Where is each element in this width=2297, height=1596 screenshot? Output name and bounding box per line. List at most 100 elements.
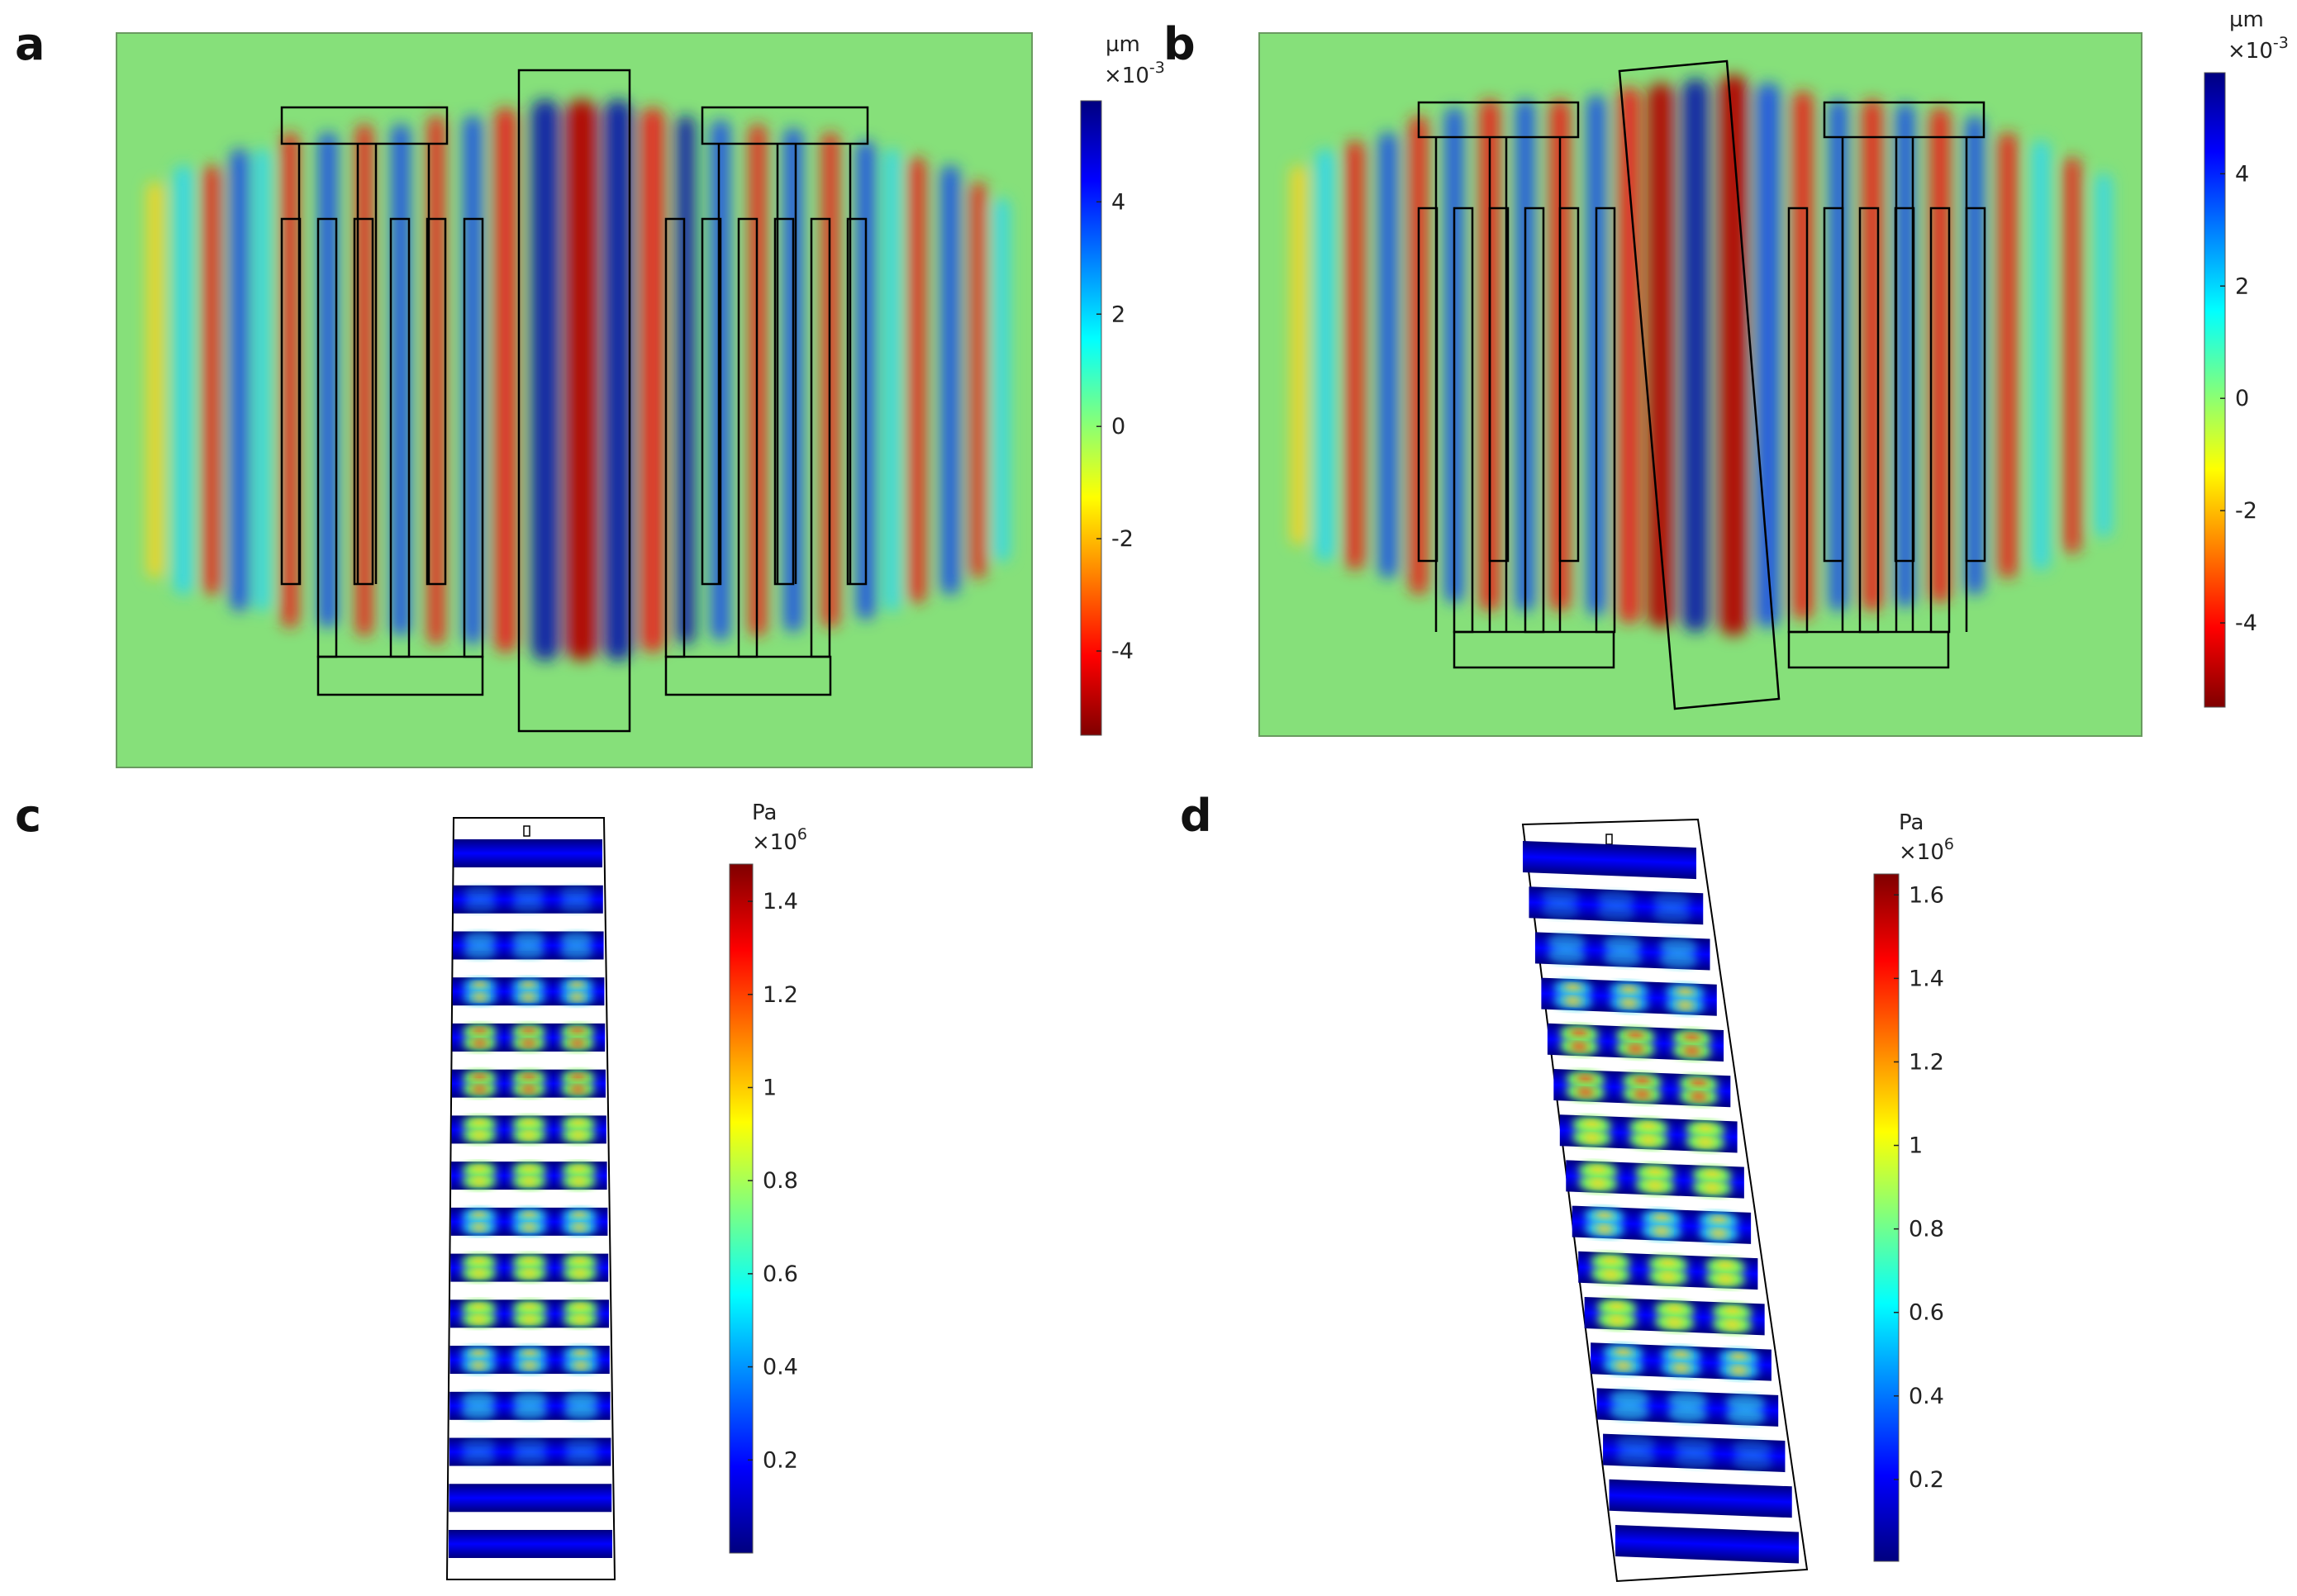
panel-d-pressure-node — [1603, 948, 1643, 967]
panel-a-wave-stripe — [604, 99, 632, 661]
panel-c-band — [452, 1023, 606, 1052]
panel-d-pressure-node — [1596, 903, 1636, 921]
panel-c-pressure-node — [512, 1449, 549, 1465]
colorbar-c-tick-label: 1.2 — [763, 982, 798, 1008]
panel-a-wave-stripe — [148, 182, 163, 578]
colorbar-b: µm ×10-3 4 2 0 -2 -4 — [2204, 7, 2289, 708]
panel-c-pressure-peak — [569, 993, 585, 1001]
panel-b-wave-stripe — [1829, 99, 1848, 611]
panel-c-band — [449, 1437, 611, 1466]
panel-b-wave-stripe — [1862, 99, 1882, 611]
panel-c-pressure-node — [463, 943, 497, 959]
panel-c-pressure-peak — [470, 1304, 487, 1313]
panel-label-d: d — [1180, 790, 1212, 842]
panel-d-pressure-peak — [1729, 1353, 1748, 1362]
panel-c-band — [449, 1346, 610, 1375]
panel-c-pressure-peak — [521, 1361, 538, 1370]
colorbar-a-tick-label: -4 — [1111, 639, 1134, 664]
colorbar-d-unit: Pa — [1899, 810, 1924, 835]
panel-c-pressure-peak — [570, 1085, 586, 1094]
panel-c-pressure-node — [464, 886, 497, 902]
panel-d-pressure-peak — [1582, 1120, 1601, 1130]
panel-b-wave-stripe — [2064, 157, 2081, 553]
colorbar-d-tick-label: 1.2 — [1909, 1049, 1944, 1075]
panel-d-pressure-node — [1725, 1394, 1766, 1413]
panel-c-pressure-peak — [472, 1028, 487, 1036]
panel-b-wave-stripe — [1896, 103, 1914, 607]
panel-c-band — [449, 1484, 612, 1513]
colorbar-c: Pa ×106 1.4 1.2 1 0.8 0.6 0.4 0.2 — [729, 800, 807, 1554]
colorbar-a-scale: ×10-3 — [1104, 59, 1165, 88]
panel-d-pressure-peak — [1703, 1171, 1721, 1180]
panel-d-pressure-peak — [1696, 1125, 1714, 1134]
panel-c-pressure-bands — [449, 839, 612, 1558]
panel-c-band — [449, 1530, 612, 1558]
colorbar-b-scale: ×10-3 — [2228, 34, 2289, 64]
panel-c-pressure-node — [511, 886, 545, 902]
panel-a-wave-stripe — [282, 132, 298, 628]
panel-d-pressure-peak — [1672, 1363, 1691, 1373]
panel-d-band — [1584, 1297, 1765, 1336]
panel-c-pressure-peak — [521, 1315, 538, 1323]
panel-c-pressure-node — [511, 897, 545, 914]
panel-d-pressure-peak — [1619, 998, 1638, 1008]
panel-d-pressure-peak — [1690, 1079, 1708, 1089]
panel-c-pressure-peak — [471, 1212, 487, 1220]
panel-a-wave-stripe — [994, 198, 1009, 562]
panel-c-pressure-peak — [570, 1074, 586, 1082]
panel-d-pressure-peak — [1683, 1046, 1701, 1056]
colorbar-d-tick-label: 0.6 — [1909, 1300, 1944, 1326]
panel-d-pressure-peak — [1696, 1138, 1714, 1147]
panel-c-pressure-peak — [521, 1258, 538, 1266]
panel-d-pressure-peak — [1665, 1305, 1684, 1314]
panel-a-frame — [116, 32, 1033, 768]
colorbar-b-tick-label: 0 — [2235, 386, 2249, 411]
colorbar-c-tick-label: 1 — [763, 1075, 777, 1100]
panel-c-pressure-node — [511, 943, 545, 959]
panel-c-pressure-node — [460, 1438, 497, 1455]
panel-a-wave-stripe — [971, 182, 986, 578]
panel-b-wave-stripe — [1291, 165, 1306, 545]
colorbar-b-tick-label: 4 — [2235, 161, 2249, 187]
panel-d-pressure-node — [1609, 1389, 1650, 1408]
panel-c-pressure-peak — [569, 1038, 586, 1047]
colorbar-c-bar — [729, 863, 754, 1554]
panel-c-band — [449, 1391, 611, 1420]
panel-d-pressure-node — [1653, 905, 1691, 924]
panel-c-pressure-peak — [521, 981, 536, 990]
panel-b-wave-stripe — [1719, 74, 1748, 636]
panel-d-pressure-peak — [1582, 1133, 1601, 1142]
colorbar-a: µm ×10-3 4 2 0 -2 -4 — [1080, 32, 1165, 736]
panel-b-wave-stripe — [1648, 83, 1673, 628]
panel-d-pressure-peak — [1633, 1077, 1652, 1086]
panel-c-pressure-peak — [470, 1350, 487, 1359]
panel-c-pressure-peak — [573, 1350, 589, 1359]
panel-c-pressure-peak — [572, 1258, 588, 1266]
panel-d-pressure-peak — [1703, 1183, 1721, 1193]
panel-c-pressure-peak — [571, 1177, 587, 1185]
panel-c-pressure-node — [460, 1392, 497, 1408]
panel-c-pressure-peak — [572, 1315, 589, 1323]
colorbar-a-unit: µm — [1106, 32, 1140, 57]
panel-b-wave-stripe — [2096, 173, 2111, 537]
panel-d-band — [1553, 1069, 1731, 1108]
colorbar-d-tick-label: 1 — [1909, 1133, 1923, 1159]
panel-c-pressure-node — [564, 1438, 600, 1455]
panel-c-pressure-peak — [471, 1131, 487, 1139]
panel-d-pressure-peak — [1589, 1179, 1607, 1188]
panel-d-band — [1566, 1160, 1744, 1199]
panel-a-wave-stripe — [566, 99, 597, 661]
panel-c-band — [452, 977, 605, 1006]
panel-a-wave-stripe — [356, 124, 373, 636]
panel-c-pressure-node — [564, 1392, 599, 1408]
panel-c-pressure-node — [511, 932, 545, 948]
panel-c-pressure-node — [564, 1404, 599, 1420]
panel-d-pressure-peak — [1639, 1135, 1657, 1145]
colorbar-c-unit: Pa — [752, 800, 777, 825]
panel-c-pressure-peak — [573, 1361, 589, 1370]
colorbar-b-tick-label: -4 — [2235, 610, 2257, 636]
panel-d-band — [1547, 1023, 1724, 1062]
panel-c-pressure-node — [460, 1449, 497, 1465]
panel-d-pressure-peak — [1626, 1031, 1645, 1041]
panel-d-pressure-node — [1725, 1407, 1766, 1425]
